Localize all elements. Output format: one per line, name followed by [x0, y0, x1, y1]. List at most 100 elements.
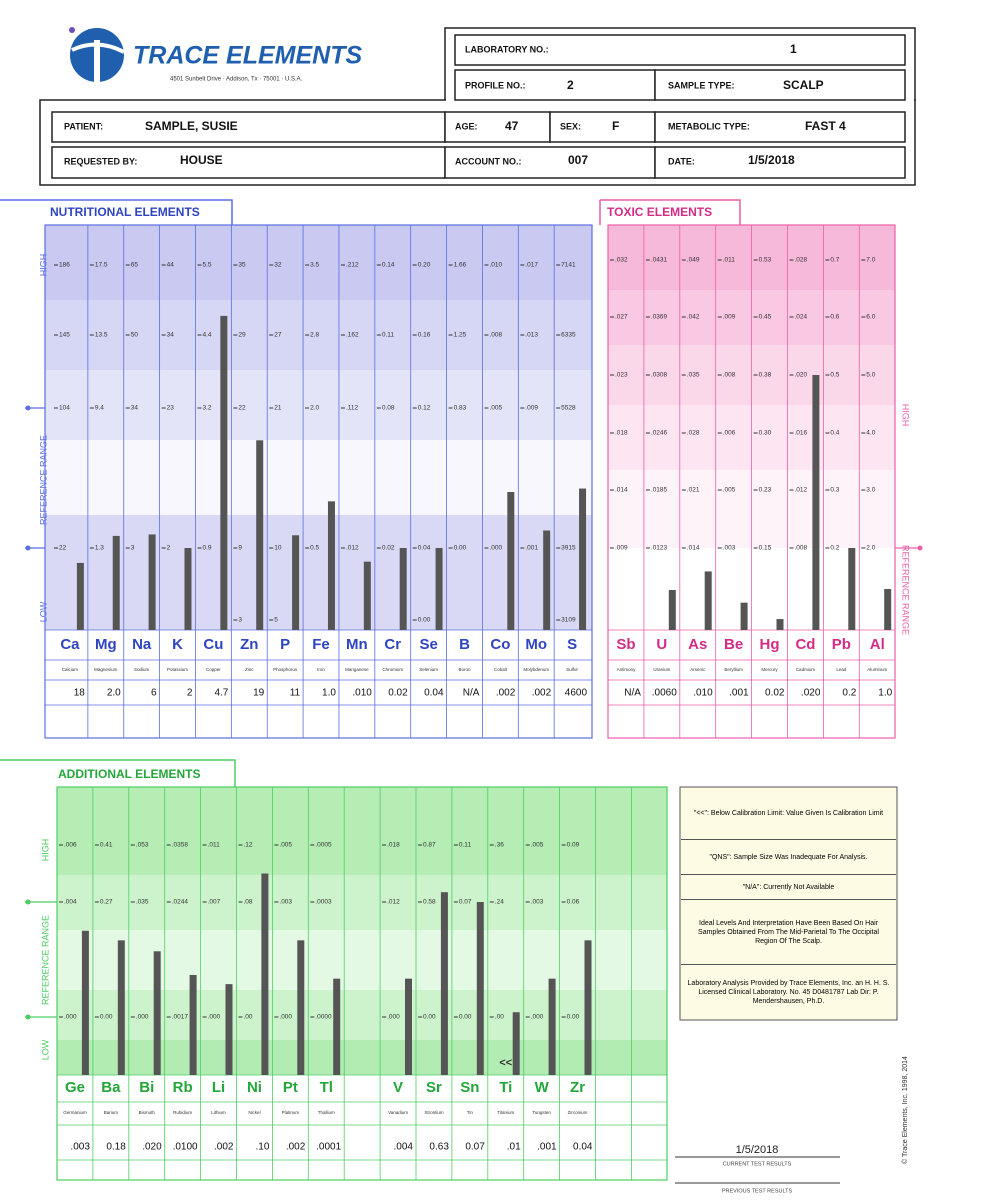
tick-label: .003 [723, 545, 736, 552]
tick-label: 34 [167, 332, 175, 339]
tick-label: .004 [64, 899, 77, 906]
element-name: Aluminum [867, 667, 887, 672]
result-bar [189, 974, 197, 1075]
current-date: 1/5/2018 [736, 1144, 779, 1156]
result-bar [220, 315, 228, 630]
tick-label: .000 [489, 545, 502, 552]
result-value: 19 [253, 688, 265, 699]
tick-label: 0.00 [100, 1014, 113, 1021]
tick-label: 6.0 [866, 314, 875, 321]
element-symbol: Ge [65, 1079, 85, 1096]
result-bar [148, 534, 156, 630]
band [45, 300, 592, 370]
result-value: .002 [496, 688, 516, 699]
tick-label: 21 [274, 405, 282, 412]
copyright: © Trace Elements, Inc. 1998, 2014 [901, 1056, 909, 1164]
tick-label: .000 [279, 1014, 292, 1021]
result-bar [704, 571, 712, 630]
result-bar [405, 978, 412, 1075]
result-bar [476, 902, 484, 1075]
side-label: LOW [40, 1039, 50, 1060]
note: "N/A": Currently Not Available [681, 875, 896, 900]
result-value: 0.02 [765, 688, 785, 699]
result-bar [81, 930, 89, 1075]
band [57, 787, 667, 875]
tick-label: 0.12 [418, 405, 431, 412]
tick-label: .005 [531, 842, 544, 849]
element-name: Boron [458, 667, 471, 672]
section-title: NUTRITIONAL ELEMENTS [50, 205, 200, 219]
element-name: Bismuth [139, 1110, 156, 1115]
tick-label: .005 [489, 405, 502, 412]
field-label: LABORATORY NO.: [465, 44, 549, 54]
element-symbol: Bi [139, 1079, 154, 1096]
tick-label: 0.5 [830, 372, 839, 379]
element-symbol: Ti [499, 1079, 512, 1096]
section-title: TOXIC ELEMENTS [607, 205, 712, 219]
result-bar [884, 589, 892, 630]
result-value: 0.04 [424, 688, 444, 699]
tick-label: .018 [387, 842, 400, 849]
element-symbol: W [535, 1079, 550, 1096]
result-bar [543, 530, 551, 630]
result-value: .0060 [652, 688, 677, 699]
tick-label: 0.00 [567, 1014, 580, 1021]
result-value: 0.63 [429, 1142, 449, 1153]
tick-label: 13.5 [95, 332, 108, 339]
tick-label: .013 [525, 332, 538, 339]
result-value: 18 [74, 688, 86, 699]
element-name: Vanadium [388, 1110, 408, 1115]
element-symbol: Se [419, 636, 437, 653]
result-value: .002 [214, 1142, 234, 1153]
field-box [444, 111, 551, 143]
element-name: Titanium [497, 1110, 514, 1115]
tick-label: .24 [495, 899, 504, 906]
element-name: Calcium [62, 667, 79, 672]
band [57, 1040, 667, 1075]
tick-label: 0.38 [759, 372, 772, 379]
tick-label: 3.2 [202, 405, 211, 412]
result-bar [292, 535, 300, 630]
tick-label: .035 [687, 372, 700, 379]
tick-label: 22 [238, 405, 246, 412]
result-bar [256, 440, 264, 630]
result-value: 2 [187, 688, 193, 699]
logo: TRACE ELEMENTS 4501 Sunbelt Drive · Addi… [69, 27, 363, 83]
tick-label: .011 [208, 842, 221, 849]
element-symbol: Co [490, 636, 510, 653]
field-value: HOUSE [180, 153, 223, 167]
band [45, 370, 592, 440]
tick-label: .000 [64, 1014, 77, 1021]
result-value: 6 [151, 688, 157, 699]
tick-label: 0.53 [759, 257, 772, 264]
side-label: HIGH [40, 839, 50, 862]
tick-label: 0.04 [418, 545, 431, 552]
field-box [454, 69, 656, 101]
element-symbol: Ni [247, 1079, 262, 1096]
tick-label: 2 [167, 545, 171, 552]
notes-box [679, 786, 898, 1021]
tick-label: 0.27 [100, 899, 113, 906]
element-symbol: B [459, 636, 470, 653]
tick-label: 35 [238, 262, 246, 269]
result-value: .010 [352, 688, 372, 699]
section-tab [0, 199, 233, 225]
result-value: 0.18 [106, 1142, 126, 1153]
tick-label: .042 [687, 314, 700, 321]
element-name: Lead [836, 667, 847, 672]
result-value: .01 [507, 1142, 521, 1153]
element-name: Sulfur [566, 667, 578, 672]
tick-label: 0.45 [759, 314, 772, 321]
tick-label: 23 [167, 405, 175, 412]
result-bar [261, 873, 269, 1075]
field-value: 2 [567, 78, 574, 92]
tick-label: .005 [279, 842, 292, 849]
result-value: N/A [463, 688, 480, 699]
element-symbol: Cd [795, 636, 815, 653]
result-bar [327, 501, 335, 630]
reference-dot [25, 405, 31, 411]
element-symbol: Al [870, 636, 885, 653]
element-symbol: Rb [173, 1079, 193, 1096]
section-tab [0, 759, 236, 787]
